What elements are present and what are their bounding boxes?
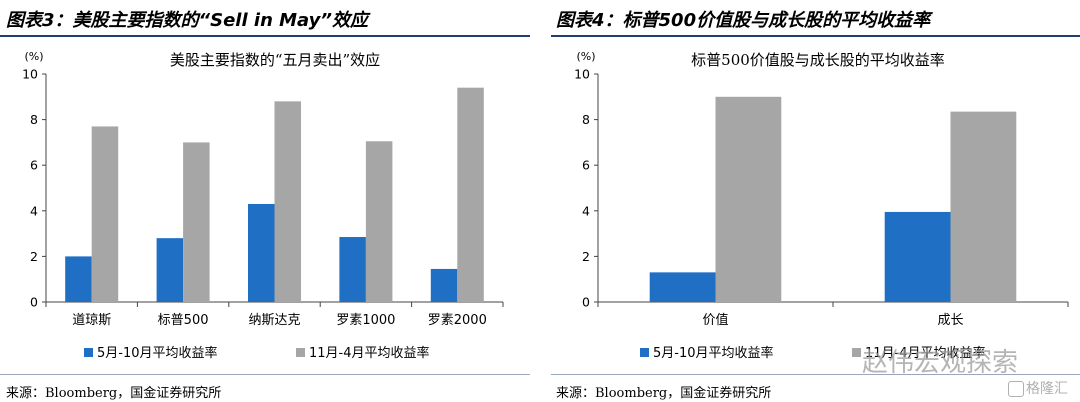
watermark-text: 赵伟宏观探索 [862,348,1019,378]
figure-3-title: 图表3：美股主要指数的“Sell in May”效应 [6,10,368,31]
chart3-x-tick-label: 纳斯达克 [248,313,300,328]
chart3-bar-may-oct [247,203,275,302]
chart3-x-tick-label: 罗素2000 [428,313,487,328]
badge-icon [1008,381,1024,397]
chart4-legend-swatch [852,348,861,357]
chart4-y-tick-label: 0 [582,295,590,310]
chart4-y-tick-label: 4 [582,203,590,218]
chart4-bar-may-oct [884,211,951,302]
chart3-bar-nov-apr [183,142,210,302]
chart4-legend-label: 5月-10月平均收益率 [653,345,774,361]
chart4-y-tick-label: 10 [574,67,590,82]
chart4-y-tick-label: 8 [582,112,590,127]
chart3-y-tick-label: 6 [30,158,38,173]
chart4-bar-nov-apr [715,96,782,302]
figure-3-source: 来源：Bloomberg，国金证券研究所 [6,386,222,401]
chart3-y-tick-label: 2 [30,249,38,264]
figure-4-title: 图表4：标普500价值股与成长股的平均收益率 [556,10,931,31]
chart3-legend-label: 5月-10月平均收益率 [97,345,218,361]
chart4-unit-label: (%) [576,50,595,63]
chart4-y-tick-label: 6 [582,158,590,173]
chart3-y-tick-label: 4 [30,203,38,218]
chart3-y-tick-label: 8 [30,112,38,127]
chart3-legend-swatch [84,348,93,357]
chart3-bar-nov-apr [457,87,484,303]
chart4-x-tick-label: 成长 [937,313,963,328]
watermark-badge: 格隆汇 [1008,378,1068,398]
figure-4-source: 来源：Bloomberg，国金证券研究所 [556,386,772,401]
figure-3-top-rule [0,35,530,37]
chart4-bar-may-oct [649,272,716,302]
chart4-y-tick-label: 2 [582,249,590,264]
chart3-x-tick-label: 罗素1000 [336,313,395,328]
chart3-unit-label: (%) [24,50,43,63]
chart4-legend-label: 11月-4月平均收益率 [865,345,986,361]
figure-3-bottom-rule [0,374,530,375]
chart3-title: 美股主要指数的“五月卖出”效应 [170,51,380,69]
chart4-legend-swatch [640,348,649,357]
chart3-bar-may-oct [339,237,366,302]
chart3-bar-nov-apr [274,101,302,302]
chart3-bar-nov-apr [365,141,393,302]
chart4-title: 标普500价值股与成长股的平均收益率 [691,51,945,69]
figure-4-top-rule [551,35,1080,37]
chart3-legend-swatch [296,348,305,357]
chart4-x-tick-label: 价值 [702,312,728,328]
chart3-bar-may-oct [430,268,458,302]
badge-text: 格隆汇 [1026,381,1068,397]
chart4-bar-nov-apr [950,111,1017,303]
chart3-x-tick-label: 道琼斯 [72,313,111,328]
chart3-y-tick-label: 10 [22,67,38,82]
figure-4-bottom-rule [551,374,1080,375]
chart3-bar-may-oct [65,256,92,302]
chart3-y-tick-label: 0 [30,295,38,310]
chart3-legend-label: 11月-4月平均收益率 [309,345,430,361]
chart3-x-tick-label: 标普500 [158,313,209,328]
chart3-bar-nov-apr [91,126,119,302]
chart3-bar-may-oct [156,238,184,302]
